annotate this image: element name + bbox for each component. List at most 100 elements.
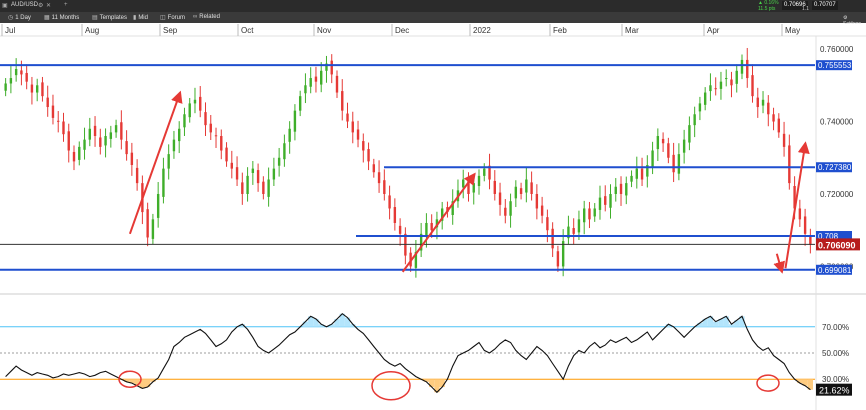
bid-price[interactable]: 0.70696	[782, 1, 808, 10]
candle-body	[114, 125, 118, 133]
candle-body	[735, 70, 738, 84]
timeframe-button[interactable]: ◷ 1 Day	[8, 14, 31, 21]
rsi-tick-label: 50.00%	[822, 349, 849, 358]
candle-body	[125, 141, 128, 155]
candle-body	[298, 96, 302, 111]
rsi-oversold-fill	[134, 379, 140, 386]
candles-icon: ▮	[133, 15, 137, 21]
candle-body	[199, 96, 202, 111]
candle-body	[588, 208, 591, 220]
month-tick-label: Jul	[5, 26, 15, 35]
candle-body	[546, 217, 549, 231]
candle-body	[235, 167, 239, 180]
rsi-overbought-fill	[350, 324, 356, 327]
clock-icon: ◷	[8, 15, 14, 21]
rsi-overbought-fill	[329, 324, 335, 327]
rsi-oversold-fill	[145, 379, 151, 388]
range-label: 11 Months	[51, 15, 80, 21]
candle-body	[651, 150, 654, 167]
candle-body	[514, 186, 518, 199]
close-icon[interactable]: ✕	[46, 3, 52, 9]
candle-body	[730, 79, 733, 86]
candle-body	[283, 143, 286, 160]
candle-body	[419, 233, 423, 251]
candle-body	[367, 149, 370, 162]
trend-arrow	[128, 90, 183, 235]
candle-body	[146, 209, 149, 238]
candle-body	[230, 162, 233, 169]
candle-body	[330, 60, 333, 75]
candle-body	[30, 84, 34, 93]
candle-body	[188, 103, 191, 118]
level-tag-label: 0.755553	[818, 61, 852, 70]
level-tag	[816, 60, 852, 71]
rsi-oversold-fill	[129, 379, 135, 384]
candle-body	[567, 226, 570, 239]
related-button[interactable]: ∞ Related	[193, 14, 220, 20]
range-button[interactable]: ▦ 11 Months	[44, 14, 79, 21]
candle-body	[572, 228, 575, 234]
candle-body	[703, 92, 707, 105]
rsi-overbought-fill	[697, 322, 703, 327]
ask-price[interactable]: 0.70707	[812, 1, 838, 10]
templates-label: Templates	[99, 15, 128, 21]
candle-body	[509, 201, 512, 216]
candle-body	[635, 168, 638, 179]
candle-body	[356, 129, 360, 140]
candle-body	[351, 121, 354, 133]
rsi-overbought-fill	[318, 324, 324, 327]
candle-body	[41, 82, 44, 97]
candle-body	[667, 143, 670, 158]
settings-icon[interactable]: ⚙	[38, 3, 44, 9]
candle-body	[120, 122, 123, 140]
candle-body	[346, 113, 349, 122]
candle-body	[477, 175, 481, 187]
candle-body	[372, 164, 376, 173]
candle-body	[493, 180, 496, 194]
candle-body	[788, 145, 791, 184]
up-arrow-icon: ▲	[758, 0, 763, 6]
candle-body	[467, 180, 470, 194]
candle-body	[782, 133, 786, 147]
candle-body	[9, 78, 13, 84]
candle-body	[640, 168, 644, 180]
candle-body	[761, 99, 765, 106]
candle-body	[451, 201, 454, 215]
forum-button[interactable]: ◫ Forum	[160, 14, 185, 21]
candle-body	[798, 208, 802, 220]
candle-body	[241, 182, 244, 194]
candle-body	[767, 102, 770, 115]
candle-body	[751, 75, 754, 97]
rsi-oversold-fill	[439, 379, 445, 388]
templates-button[interactable]: ▤ Templates	[92, 14, 127, 21]
month-tick-label: Nov	[317, 26, 331, 35]
candle-body	[719, 81, 723, 89]
add-tab-icon[interactable]: +	[64, 2, 68, 8]
candle-body	[288, 128, 291, 142]
rsi-overbought-fill	[718, 318, 724, 327]
candle-body	[462, 179, 465, 188]
candle-body	[72, 151, 76, 162]
price-type-button[interactable]: ▮ Mid	[133, 14, 148, 21]
candle-body	[277, 157, 281, 166]
grid-icon: ▤	[92, 15, 98, 21]
candle-body	[225, 147, 228, 162]
level-tag-label: 0.708	[818, 232, 839, 241]
candle-body	[535, 193, 539, 209]
rsi-overbought-fill	[334, 318, 340, 327]
rsi-overbought-fill	[665, 324, 671, 327]
candle-body	[46, 97, 49, 108]
chat-icon: ◫	[160, 15, 166, 21]
candle-body	[178, 128, 181, 142]
level-tag	[816, 264, 852, 275]
candle-body	[540, 205, 544, 216]
price-tick-label: 0.760000	[820, 45, 854, 54]
rsi-oversold-fill	[139, 379, 146, 389]
candle-body	[262, 181, 265, 194]
rsi-highlight-circle	[371, 370, 411, 401]
change-pct: 0.16%	[764, 0, 779, 6]
gear-icon: ⚙	[843, 15, 848, 21]
rsi-overbought-fill	[734, 320, 740, 327]
link-icon: ∞	[193, 14, 198, 20]
